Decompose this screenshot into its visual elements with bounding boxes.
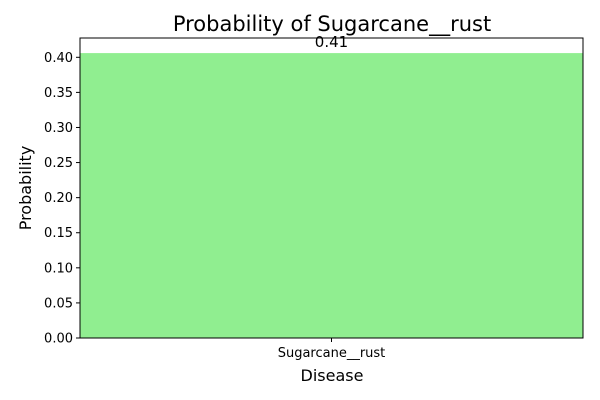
y-tick-label-7: 0.35 bbox=[44, 86, 73, 101]
y-tick-label-6: 0.30 bbox=[44, 121, 73, 136]
data-labels-group: 0.41 bbox=[315, 33, 348, 51]
y-tick-label-5: 0.25 bbox=[44, 156, 73, 171]
y-tick-label-4: 0.20 bbox=[44, 191, 73, 206]
y-tick-label-3: 0.15 bbox=[44, 226, 73, 241]
y-tick-label-2: 0.10 bbox=[44, 261, 73, 276]
bars-group bbox=[80, 53, 583, 339]
bar-0 bbox=[80, 53, 583, 339]
data-label-0: 0.41 bbox=[315, 33, 348, 51]
y-axis-label: Probability bbox=[16, 146, 35, 231]
chart-title: Probability of Sugarcane__rust bbox=[173, 12, 491, 37]
x-axis-label: Disease bbox=[301, 366, 364, 385]
x-axis: Sugarcane__rust bbox=[278, 338, 386, 361]
y-tick-label-1: 0.05 bbox=[44, 296, 73, 311]
y-tick-label-8: 0.40 bbox=[44, 51, 73, 66]
x-tick-label-0: Sugarcane__rust bbox=[278, 346, 386, 361]
y-axis: 0.00 0.05 0.10 0.15 0.20 0.25 0.30 0.35 0.40 bbox=[44, 51, 80, 347]
plot-frame bbox=[79, 37, 584, 339]
y-tick-label-0: 0.00 bbox=[44, 332, 73, 347]
